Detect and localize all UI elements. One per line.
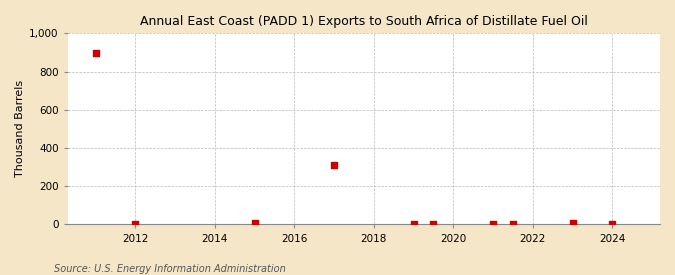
Text: Source: U.S. Energy Information Administration: Source: U.S. Energy Information Administ… bbox=[54, 264, 286, 274]
Point bbox=[408, 221, 419, 226]
Point bbox=[567, 221, 578, 226]
Point bbox=[487, 221, 498, 226]
Point bbox=[508, 221, 518, 226]
Point bbox=[90, 51, 101, 55]
Point bbox=[607, 221, 618, 226]
Y-axis label: Thousand Barrels: Thousand Barrels bbox=[15, 80, 25, 177]
Title: Annual East Coast (PADD 1) Exports to South Africa of Distillate Fuel Oil: Annual East Coast (PADD 1) Exports to So… bbox=[140, 15, 588, 28]
Point bbox=[130, 222, 140, 226]
Point bbox=[329, 163, 340, 167]
Point bbox=[249, 221, 260, 225]
Point bbox=[428, 221, 439, 226]
